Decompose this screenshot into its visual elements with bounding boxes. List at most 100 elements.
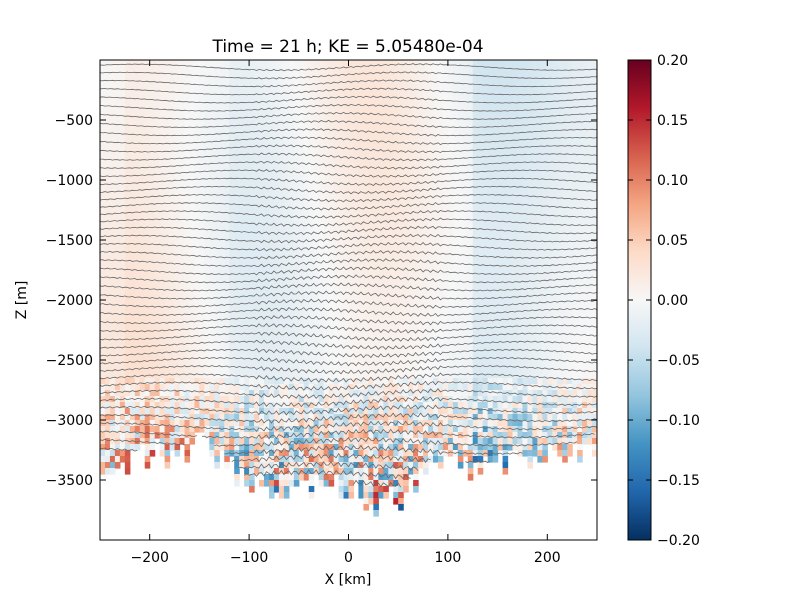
field-cell bbox=[100, 258, 106, 265]
field-cell bbox=[358, 330, 365, 337]
field-cell bbox=[308, 414, 315, 421]
field-cell bbox=[303, 456, 310, 463]
field-cell bbox=[398, 168, 404, 175]
field-cell bbox=[244, 204, 250, 211]
field-cell bbox=[323, 270, 330, 277]
field-cell bbox=[333, 204, 340, 211]
field-cell bbox=[323, 294, 330, 301]
field-cell bbox=[219, 348, 225, 355]
field-cell bbox=[149, 162, 156, 169]
field-cell bbox=[199, 264, 205, 271]
field-cell bbox=[100, 438, 106, 445]
field-cell bbox=[442, 336, 449, 343]
field-cell bbox=[144, 66, 151, 73]
field-cell bbox=[124, 462, 131, 469]
field-cell bbox=[293, 126, 300, 133]
field-cell bbox=[348, 90, 355, 97]
field-cell bbox=[179, 180, 186, 187]
field-cell bbox=[209, 258, 215, 265]
field-cell bbox=[129, 426, 136, 433]
field-cell bbox=[154, 210, 161, 217]
field-cell bbox=[100, 186, 106, 193]
field-cell bbox=[393, 342, 399, 349]
field-cell bbox=[159, 150, 166, 157]
field-cell bbox=[378, 282, 384, 289]
field-cell bbox=[194, 288, 200, 295]
field-cell bbox=[447, 156, 454, 163]
field-cell bbox=[214, 390, 220, 397]
field-cell bbox=[393, 324, 399, 331]
field-cell bbox=[358, 90, 365, 97]
field-cell bbox=[423, 354, 429, 361]
field-cell bbox=[224, 246, 230, 253]
field-cell bbox=[149, 330, 156, 337]
field-cell bbox=[159, 186, 166, 193]
field-cell bbox=[373, 192, 379, 199]
field-cell bbox=[408, 270, 414, 277]
field-cell bbox=[308, 276, 315, 283]
field-cell bbox=[273, 378, 280, 385]
field-cell bbox=[194, 258, 200, 265]
field-cell bbox=[259, 246, 265, 253]
field-cell bbox=[328, 390, 335, 397]
field-cell bbox=[104, 120, 111, 127]
field-cell bbox=[259, 378, 265, 385]
field-cell bbox=[189, 360, 196, 367]
field-cell bbox=[249, 480, 255, 487]
field-cell bbox=[378, 96, 384, 103]
field-cell bbox=[283, 270, 290, 277]
field-cell bbox=[308, 114, 315, 121]
field-cell bbox=[323, 144, 330, 151]
field-cell bbox=[398, 474, 404, 481]
field-cell bbox=[179, 120, 186, 127]
field-cell bbox=[423, 174, 429, 181]
field-cell bbox=[174, 348, 181, 355]
field-cell bbox=[457, 84, 464, 91]
field-cell bbox=[254, 426, 260, 433]
field-cell bbox=[234, 282, 240, 289]
field-cell bbox=[239, 366, 245, 373]
field-cell bbox=[129, 348, 136, 355]
field-cell bbox=[403, 288, 409, 295]
field-cell bbox=[423, 216, 429, 223]
field-cell bbox=[293, 426, 300, 433]
field-cell bbox=[333, 240, 340, 247]
field-cell bbox=[100, 462, 106, 469]
field-cell bbox=[408, 198, 414, 205]
field-cell bbox=[124, 354, 131, 361]
field-cell bbox=[229, 270, 235, 277]
field-cell bbox=[159, 390, 166, 397]
field-cell bbox=[134, 150, 141, 157]
field-cell bbox=[383, 426, 389, 433]
field-cell bbox=[124, 318, 131, 325]
field-cell bbox=[323, 312, 330, 319]
field-cell bbox=[139, 234, 146, 241]
field-cell bbox=[249, 474, 255, 481]
field-cell bbox=[209, 300, 215, 307]
field-cell bbox=[432, 138, 439, 145]
field-cell bbox=[104, 306, 111, 313]
field-cell bbox=[437, 306, 444, 313]
field-cell bbox=[368, 270, 374, 277]
field-cell bbox=[318, 372, 325, 379]
field-cell bbox=[408, 282, 414, 289]
field-cell bbox=[144, 132, 151, 139]
field-cell bbox=[408, 120, 414, 127]
field-cell bbox=[244, 168, 250, 175]
field-cell bbox=[169, 180, 176, 187]
field-cell bbox=[219, 78, 225, 85]
field-cell bbox=[383, 468, 389, 475]
field-cell bbox=[283, 492, 290, 499]
field-cell bbox=[383, 360, 389, 367]
field-cell bbox=[333, 96, 340, 103]
field-cell bbox=[234, 438, 240, 445]
field-cell bbox=[209, 78, 215, 85]
field-cell bbox=[408, 144, 414, 151]
field-cell bbox=[204, 282, 210, 289]
field-cell bbox=[413, 486, 419, 493]
field-cell bbox=[268, 480, 275, 487]
field-cell bbox=[383, 138, 389, 145]
field-cell bbox=[174, 186, 181, 193]
field-cell bbox=[383, 492, 389, 499]
field-cell bbox=[343, 150, 350, 157]
